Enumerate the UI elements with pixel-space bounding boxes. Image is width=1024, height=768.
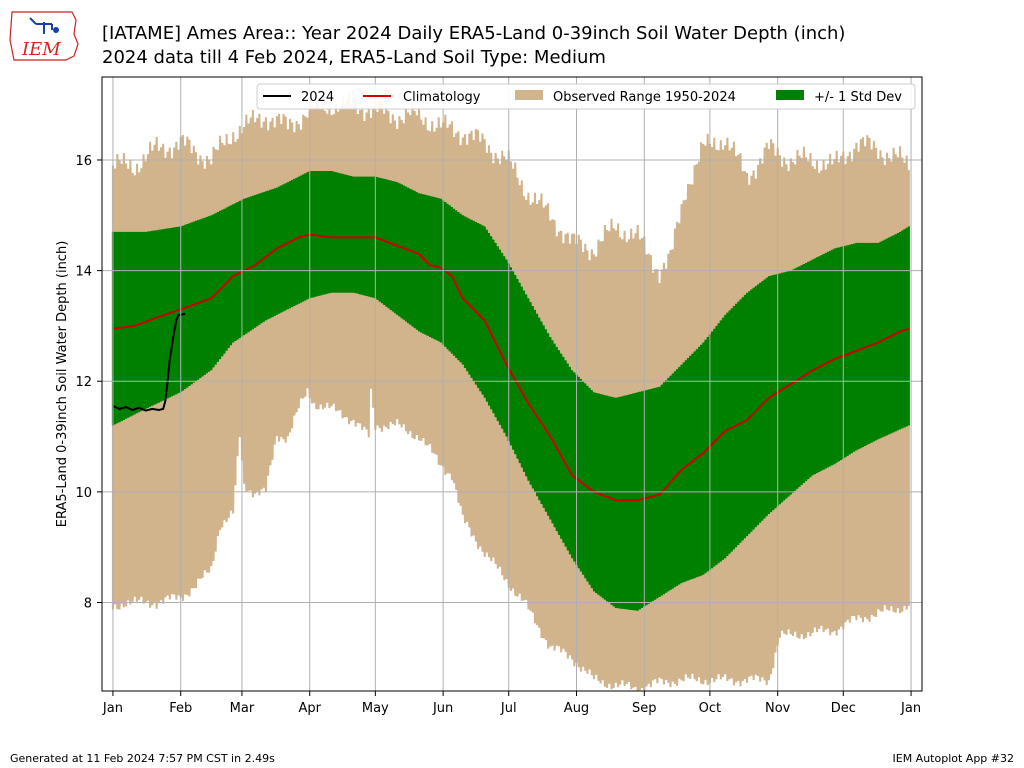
x-tick-label: May — [362, 701, 389, 716]
legend-box — [256, 83, 916, 110]
x-tick-label: Jun — [432, 701, 453, 716]
chart-title-line2: 2024 data till 4 Feb 2024, ERA5-Land Soi… — [102, 47, 606, 68]
y-axis-ticks: 8 10 12 14 16 — [75, 154, 102, 611]
x-tick-label: Oct — [699, 701, 721, 716]
legend-label-climatology: Climatology — [403, 90, 481, 105]
chart-title-line1: [IATAME] Ames Area:: Year 2024 Daily ERA… — [102, 23, 846, 44]
year-2024-line — [112, 312, 186, 412]
x-tick-label: Jul — [500, 701, 517, 716]
y-axis-label: ERA5-Land 0-39inch Soil Water Depth (inc… — [55, 241, 70, 528]
legend-swatch-std — [776, 90, 804, 100]
station-icon — [29, 17, 53, 34]
plot-frame — [101, 76, 923, 692]
y-tick-label: 12 — [75, 375, 92, 390]
x-tick-label: Dec — [831, 701, 856, 716]
x-tick-label: Nov — [765, 701, 791, 716]
legend-label-std: +/- 1 Std Dev — [814, 90, 902, 105]
legend-swatch-range — [515, 90, 543, 100]
iowa-shape-icon — [9, 11, 79, 61]
y-tick-label: 16 — [75, 154, 92, 169]
y-tick-label: 8 — [84, 596, 92, 611]
legend-label-range: Observed Range 1950-2024 — [553, 90, 736, 105]
x-tick-label: Aug — [564, 701, 589, 716]
plot-data-layer — [111, 91, 910, 691]
grid-lines — [102, 77, 922, 691]
x-tick-label: Jan — [900, 701, 921, 716]
x-axis-ticks: Jan Feb Mar Apr May Jun Jul Aug Sep Oct Nov Dec Jan — [102, 691, 921, 716]
climatology-line — [112, 233, 910, 502]
x-tick-label: Jan — [102, 701, 123, 716]
std-dev-area — [111, 171, 910, 611]
iem-logo: IEM — [9, 11, 79, 61]
legend: 2024 Climatology Observed Range 1950-202… — [256, 83, 916, 110]
x-tick-label: Feb — [169, 701, 192, 716]
x-tick-label: Apr — [298, 701, 321, 716]
y-tick-label: 10 — [75, 486, 92, 501]
x-tick-label: Mar — [230, 701, 255, 716]
logo-text: IEM — [21, 39, 61, 60]
footer-app-text: IEM Autoplot App #32 — [892, 752, 1015, 765]
y-tick-label: 14 — [75, 265, 92, 280]
station-dot-icon — [53, 27, 59, 33]
x-tick-label: Sep — [632, 701, 657, 716]
legend-label-2024: 2024 — [301, 90, 334, 105]
footer-generated-text: Generated at 11 Feb 2024 7:57 PM CST in … — [10, 752, 275, 765]
